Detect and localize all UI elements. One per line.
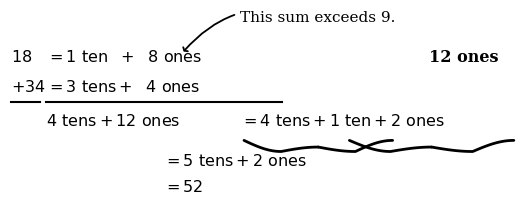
Text: $4\ \mathrm{tens} + 12\ \mathrm{ones}$: $4\ \mathrm{tens} + 12\ \mathrm{ones}$ [46,113,181,130]
Text: $= 52$: $= 52$ [163,179,204,196]
Text: $18$: $18$ [11,49,32,66]
Text: This sum exceeds 9.: This sum exceeds 9. [183,11,395,51]
Text: $= 3\ \mathrm{tens} +\ \ 4\ \mathrm{ones}$: $= 3\ \mathrm{tens} +\ \ 4\ \mathrm{ones… [46,79,201,96]
Text: $+34$: $+34$ [11,79,45,96]
Text: $= 5\ \mathrm{tens} + 2\ \mathrm{ones}$: $= 5\ \mathrm{tens} + 2\ \mathrm{ones}$ [163,153,307,170]
Text: $= 1\ \mathrm{ten}\ \ +\ \ 8\ \mathrm{ones}$: $= 1\ \mathrm{ten}\ \ +\ \ 8\ \mathrm{on… [46,49,203,66]
Text: 12 ones: 12 ones [429,49,499,66]
Text: $= 4\ \mathrm{tens} + 1\ \mathrm{ten} + 2\ \mathrm{ones}$: $= 4\ \mathrm{tens} + 1\ \mathrm{ten} + … [240,113,445,130]
